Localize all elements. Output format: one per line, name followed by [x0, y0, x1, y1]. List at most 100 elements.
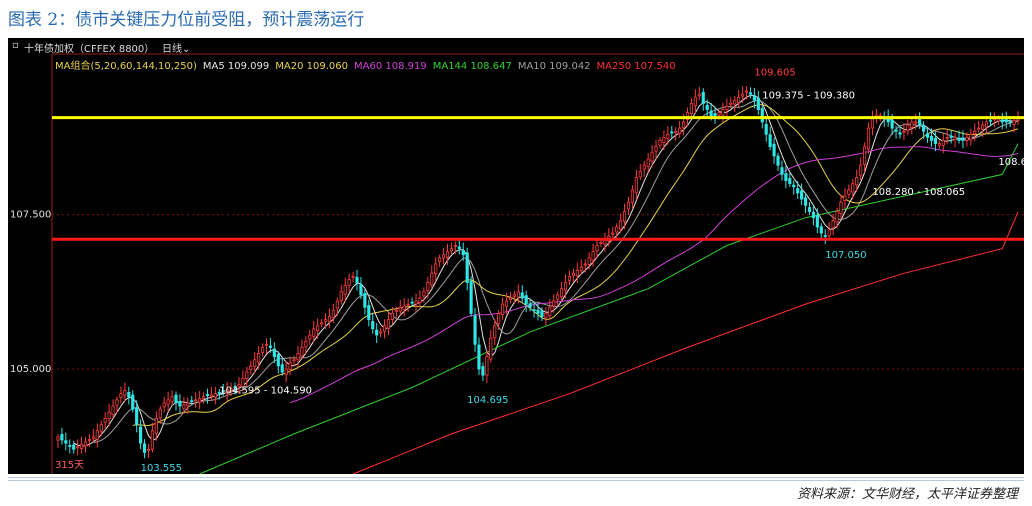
candle-down	[64, 440, 68, 444]
candle-up	[347, 279, 351, 286]
candle-down	[748, 92, 753, 95]
candle-up	[103, 418, 107, 423]
candle-up	[76, 446, 80, 449]
candle-down	[127, 392, 131, 398]
ma-legend: MA组合(5,20,60,144,10,250) MA5 109.099 MA20 …	[55, 57, 682, 72]
candle-up	[115, 399, 119, 406]
candle-up	[650, 152, 654, 162]
candle-down	[135, 407, 139, 425]
candle-up	[583, 263, 587, 266]
candle-up	[154, 418, 158, 434]
candle-down	[359, 284, 363, 296]
candle-up	[504, 300, 509, 307]
candle-up	[485, 356, 489, 376]
candle-down	[764, 123, 768, 135]
annotation-label: 104.695	[467, 395, 508, 406]
candle-up	[697, 93, 701, 97]
candle-down	[355, 276, 359, 283]
candle-up	[229, 388, 233, 392]
candle-up	[245, 371, 249, 379]
candle-up	[965, 136, 969, 141]
candle-up	[453, 245, 457, 247]
candle-down	[532, 309, 536, 312]
candle-down	[524, 295, 528, 305]
candle-up	[847, 189, 851, 195]
y-tick-label: 107.500	[10, 210, 51, 221]
candle-up	[575, 269, 579, 277]
annotation-label: 104.595 - 104.590	[219, 386, 312, 397]
candle-up	[497, 313, 501, 324]
ma20-line	[132, 104, 1019, 427]
candle-up	[587, 257, 591, 265]
candle-down	[933, 137, 937, 144]
candle-down	[768, 134, 772, 148]
candle-down	[473, 315, 477, 345]
candle-down	[772, 143, 776, 157]
candle-up	[198, 398, 202, 403]
candle-up	[866, 127, 871, 150]
candle-up	[859, 164, 863, 176]
candle-down	[457, 246, 461, 249]
candle-down	[461, 249, 465, 256]
candle-up	[851, 183, 855, 193]
annotation-label: 107.050	[825, 250, 866, 261]
candle-down	[60, 434, 64, 441]
candle-down	[540, 310, 544, 317]
divider-top	[8, 477, 1024, 478]
candle-up	[662, 136, 666, 144]
candle-up	[626, 201, 631, 210]
candle-down	[800, 190, 804, 200]
candlestick-chart[interactable]: 105.000 107.500 109.605 109.375 - 109.380 10…	[8, 38, 1024, 474]
candle-down	[957, 137, 961, 141]
candle-up	[296, 353, 300, 361]
ma144-line	[199, 143, 1019, 474]
candle-up	[945, 136, 949, 139]
candle-up	[398, 306, 402, 312]
candle-up	[508, 297, 513, 300]
candle-up	[622, 211, 627, 222]
candle-down	[752, 95, 756, 101]
candle-down	[1004, 119, 1008, 123]
annotation-label: 109.605	[754, 68, 795, 79]
candle-up	[579, 266, 583, 271]
candle-up	[548, 306, 552, 317]
candle-up	[611, 232, 615, 235]
candle-down	[815, 214, 819, 228]
candle-up	[95, 430, 99, 440]
ma-legend-item: MA5 109.099	[202, 61, 270, 72]
candle-down	[276, 354, 280, 367]
annotation-label: 108.620 - 108.585	[998, 157, 1024, 168]
candle-up	[658, 140, 662, 146]
ma-legend-item: MA组合(5,20,60,144,10,250)	[55, 61, 197, 72]
candle-up	[146, 448, 151, 451]
candle-up	[150, 430, 154, 450]
candle-down	[819, 226, 823, 234]
period-selector[interactable]: 日线⌄	[162, 40, 190, 55]
candle-down	[894, 129, 898, 132]
candle-down	[139, 426, 143, 444]
candle-up	[434, 263, 438, 275]
candle-down	[961, 137, 965, 141]
candle-down	[205, 393, 210, 396]
candle-down	[788, 178, 792, 185]
candle-up	[969, 133, 973, 141]
candle-down	[803, 197, 808, 206]
candle-up	[591, 251, 595, 261]
ma-legend-item: MA20 109.060	[275, 61, 348, 72]
chart-panel[interactable]: ▫ 十年债加权（CFFEX 8800） 日线⌄ MA组合(5,20,60,144…	[8, 38, 1024, 474]
candle-up	[615, 226, 619, 233]
candle-up	[99, 424, 103, 432]
candle-up	[166, 399, 170, 405]
candle-up	[123, 390, 127, 396]
instrument-label: 十年债加权（CFFEX 8800）	[24, 44, 155, 55]
candle-up	[379, 331, 383, 334]
ma-legend-item: MA10 109.042	[517, 61, 591, 72]
candle-down	[949, 135, 953, 138]
candle-up	[331, 309, 335, 318]
candle-down	[756, 97, 760, 110]
candle-up	[725, 106, 729, 111]
candle-up	[264, 343, 269, 346]
source-note: 资料来源：文华财经，太平洋证券整理	[796, 487, 1018, 502]
candle-down	[72, 444, 76, 450]
candle-up	[284, 368, 288, 375]
